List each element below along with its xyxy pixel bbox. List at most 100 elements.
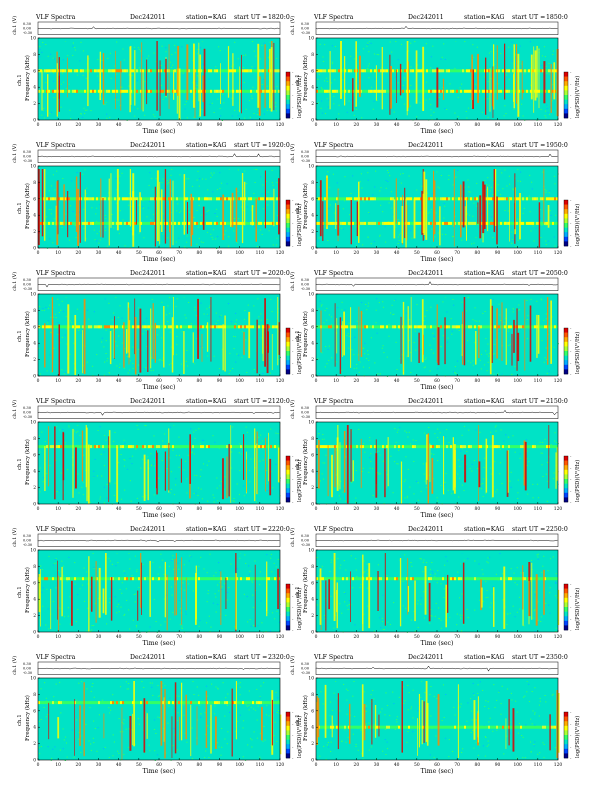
burst-mark [516,44,517,104]
y-tick-label: 8 [311,181,314,186]
spectrogram-image [38,550,281,633]
frequency-band-cell [234,325,236,328]
burst-mark [513,74,514,102]
noise-pixel [541,109,542,110]
noise-pixel [452,331,453,332]
noise-pixel [367,172,368,173]
x-tick-label: 50 [414,379,420,384]
noise-pixel [59,490,60,491]
noise-pixel [514,366,515,367]
noise-pixel [45,441,46,442]
noise-pixel [128,205,129,206]
x-tick-label: 10 [333,251,339,256]
frequency-band-cell [148,197,150,200]
frequency-band-cell [510,445,512,448]
frequency-band-cell [142,325,144,328]
frequency-band-cell [120,577,122,580]
noise-pixel [546,73,547,74]
colorbar-tick-label: - [292,489,294,494]
noise-pixel [274,563,275,564]
frequency-band-cell [348,222,350,225]
panel-title-prefix: VLF Spectra [313,270,354,277]
frequency-band-cell [104,222,106,225]
noise-pixel [344,176,345,177]
noise-pixel [374,241,375,242]
noise-pixel [42,42,43,43]
noise-pixel [194,475,195,476]
frequency-band-cell [208,325,210,328]
noise-pixel [504,170,505,171]
colorbar-swatch [286,333,290,338]
noise-pixel [206,622,207,623]
noise-pixel [187,236,188,237]
noise-pixel [154,53,155,54]
noise-pixel [101,342,102,343]
frequency-band-cell [472,197,474,200]
frequency-band-cell [218,325,220,328]
noise-pixel [115,596,116,597]
burst-mark [513,320,515,353]
noise-pixel [143,322,144,323]
noise-pixel [76,237,77,238]
frequency-band-cell [456,90,458,93]
noise-pixel [324,463,325,464]
noise-pixel [520,453,521,454]
frequency-band-cell [208,222,210,225]
noise-pixel [470,98,471,99]
noise-pixel [466,310,467,311]
y-tick-label: 10 [30,165,36,170]
frequency-band-cell [106,197,108,200]
noise-pixel [541,299,542,300]
frequency-band-cell [482,325,484,328]
burst-mark [48,426,49,486]
noise-pixel [391,208,392,209]
burst-mark [80,172,81,243]
frequency-band-cell [96,69,98,72]
noise-pixel [90,110,91,111]
noise-pixel [98,243,99,244]
x-tick-label: 90 [495,379,501,384]
colorbar-tick-label: - [570,198,572,203]
frequency-band-cell [442,325,444,328]
noise-pixel [354,108,355,109]
x-tick-label: 120 [554,251,563,256]
burst-mark [129,308,130,365]
frequency-band-cell [468,445,470,448]
burst-mark [460,185,462,238]
noise-pixel [181,627,182,628]
frequency-band-cell [530,197,532,200]
noise-pixel [100,499,101,500]
noise-pixel [398,237,399,238]
noise-pixel [164,97,165,98]
frequency-band-cell [446,197,448,200]
burst-mark [153,303,154,359]
burst-mark [223,324,224,370]
noise-pixel [476,183,477,184]
y-tick-label: 2 [311,230,314,235]
burst-mark [136,200,137,225]
noise-pixel [508,47,509,48]
noise-pixel [494,461,495,462]
noise-pixel [137,108,138,109]
noise-pixel [176,455,177,456]
noise-pixel [233,231,234,232]
frequency-band-cell [472,445,474,448]
frequency-band-cell [532,222,534,225]
frequency-band-cell [226,445,228,448]
frequency-band-cell [448,445,450,448]
noise-pixel [467,180,468,181]
noise-pixel [275,102,276,103]
frequency-band-cell [430,90,432,93]
colorbar-swatch [286,328,290,333]
x-tick-label: 20 [354,379,360,384]
noise-pixel [357,321,358,322]
burst-mark [502,302,503,361]
frequency-band-cell [398,325,400,328]
noise-pixel [237,484,238,485]
frequency-band-cell [162,577,164,580]
frequency-band-cell [80,577,82,580]
frequency-band-cell [226,90,228,93]
colorbar-swatch [286,241,290,246]
spectrogram-background [38,38,280,120]
